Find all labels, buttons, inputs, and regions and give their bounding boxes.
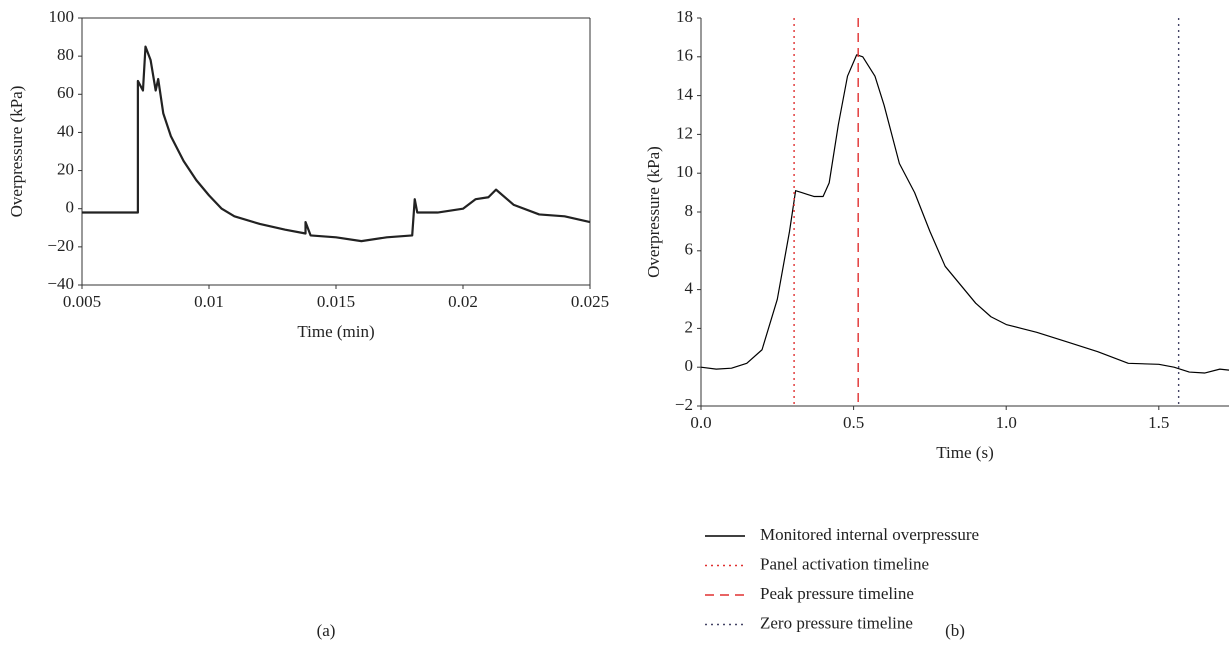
data-line bbox=[82, 45, 591, 243]
x-tick-label: 1.0 bbox=[996, 413, 1017, 432]
x-tick-label: 0.005 bbox=[63, 292, 101, 311]
y-tick-label: 60 bbox=[57, 83, 74, 102]
y-tick-label: 80 bbox=[57, 45, 74, 64]
y-tick-label: −2 bbox=[675, 395, 693, 414]
y-tick-label: −40 bbox=[47, 274, 74, 293]
legend-label: Monitored internal overpressure bbox=[760, 525, 979, 544]
x-axis-label: Time (s) bbox=[936, 443, 993, 462]
legend-label: Peak pressure timeline bbox=[760, 584, 914, 603]
y-tick-label: 100 bbox=[49, 7, 75, 26]
x-tick-label: 0.015 bbox=[317, 292, 355, 311]
y-tick-label: 16 bbox=[676, 46, 693, 65]
data-line bbox=[700, 54, 1230, 374]
legend-label: Panel activation timeline bbox=[760, 554, 929, 573]
y-tick-label: 2 bbox=[685, 317, 694, 336]
x-axis-label: Time (min) bbox=[297, 322, 374, 341]
y-tick-label: 4 bbox=[685, 279, 694, 298]
y-tick-label: 12 bbox=[676, 123, 693, 142]
y-axis-label: Overpressure (kPa) bbox=[7, 86, 26, 218]
y-tick-label: 8 bbox=[685, 201, 694, 220]
y-tick-label: 18 bbox=[676, 7, 693, 26]
x-tick-label: 1.5 bbox=[1148, 413, 1169, 432]
subplot-label: (b) bbox=[945, 621, 965, 640]
y-tick-label: 0 bbox=[66, 198, 75, 217]
y-tick-label: 14 bbox=[676, 85, 694, 104]
y-tick-label: 0 bbox=[685, 356, 694, 375]
x-tick-label: 0.01 bbox=[194, 292, 224, 311]
y-tick-label: 40 bbox=[57, 121, 74, 140]
x-tick-label: 0.025 bbox=[571, 292, 609, 311]
x-tick-label: 0.02 bbox=[448, 292, 478, 311]
y-axis-label: Overpressure (kPa) bbox=[644, 146, 663, 278]
subplot-label: (a) bbox=[317, 621, 336, 640]
y-tick-label: −20 bbox=[47, 236, 74, 255]
x-tick-label: 0.0 bbox=[690, 413, 711, 432]
y-tick-label: 10 bbox=[676, 162, 693, 181]
x-tick-label: 0.5 bbox=[843, 413, 864, 432]
y-tick-label: 20 bbox=[57, 159, 74, 178]
y-tick-label: 6 bbox=[685, 240, 694, 259]
legend-label: Zero pressure timeline bbox=[760, 613, 913, 632]
